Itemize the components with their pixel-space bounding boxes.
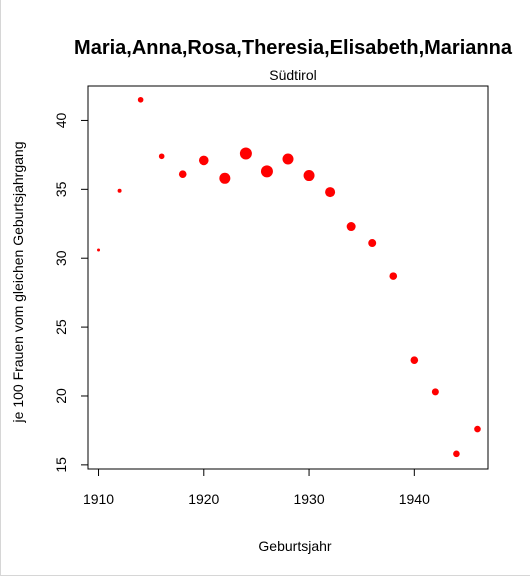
y-tick-label: 20 [53, 388, 69, 404]
y-tick-label: 25 [53, 319, 69, 335]
x-axis-label: Geburtsjahr [258, 538, 331, 554]
data-point [453, 450, 460, 458]
data-point [97, 248, 101, 252]
data-point [389, 272, 398, 280]
data-point [431, 388, 439, 396]
data-point [178, 170, 187, 178]
x-tick-label: 1920 [188, 491, 219, 507]
y-axis: 15 20 25 30 35 40 [53, 112, 89, 473]
data-point [368, 239, 377, 248]
y-tick-label: 40 [53, 112, 69, 128]
x-axis: 1910 1920 1930 1940 [83, 468, 430, 507]
x-tick-label: 1910 [83, 491, 114, 507]
chart-title: Maria,Anna,Rosa,Theresia,Elisabeth,Maria… [74, 37, 513, 59]
data-point [346, 222, 356, 232]
data-point [474, 425, 481, 433]
y-axis-label: je 100 Frauen vom gleichen Geburtsjahrga… [10, 142, 26, 424]
data-point [239, 147, 252, 160]
data-point [325, 187, 336, 198]
x-tick-label: 1940 [399, 491, 430, 507]
data-point [303, 170, 315, 182]
data-point [158, 153, 165, 160]
data-point [219, 172, 231, 184]
data-point [137, 96, 144, 103]
data-point [198, 155, 209, 166]
data-point [260, 165, 273, 178]
chart-subtitle: Südtirol [269, 67, 316, 83]
y-tick-label: 30 [53, 250, 69, 266]
y-tick-label: 15 [53, 457, 69, 473]
data-point [282, 153, 294, 165]
data-points [97, 96, 481, 458]
y-tick-label: 35 [53, 181, 69, 197]
plot-box [87, 85, 489, 470]
x-tick-label: 1930 [293, 491, 324, 507]
data-point [117, 188, 122, 193]
data-point [410, 356, 419, 364]
